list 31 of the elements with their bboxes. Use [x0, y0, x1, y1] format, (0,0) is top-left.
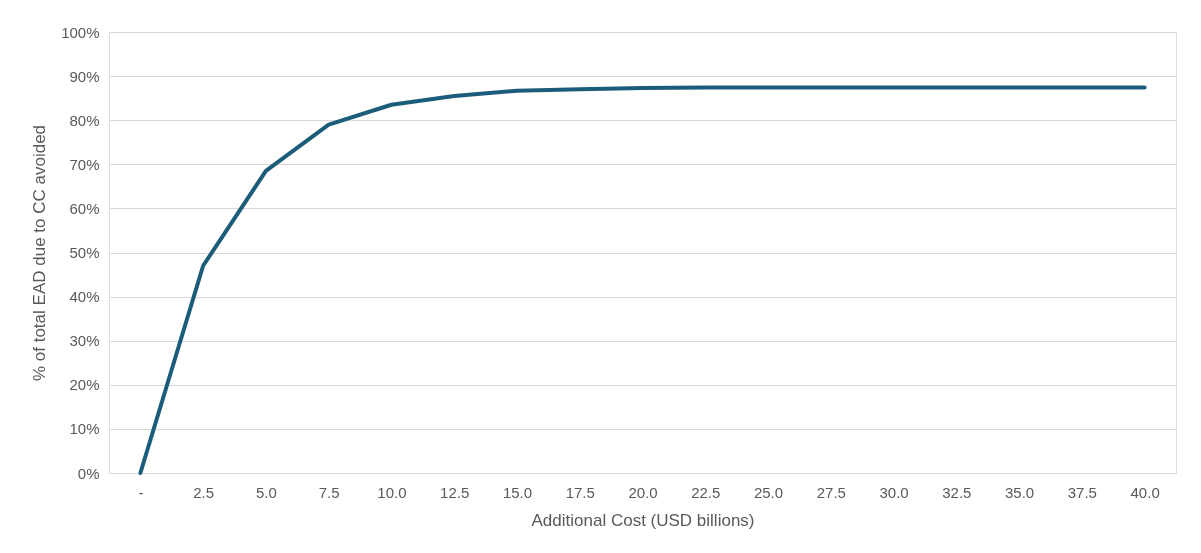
x-tick-label: 25.0: [753, 483, 784, 501]
x-tick-label: -: [138, 483, 144, 501]
x-tick-label: 35.0: [1004, 483, 1035, 501]
x-tick-label: 17.5: [565, 483, 595, 501]
y-tick-label: 0%: [77, 464, 100, 482]
x-tick-label: 5.0: [255, 483, 277, 501]
y-tick-label: 40%: [69, 288, 100, 306]
y-tick-label: 10%: [69, 420, 100, 438]
x-axis-title: Additional Cost (USD billions): [531, 510, 755, 530]
x-tick-label: 15.0: [502, 483, 533, 501]
x-tick-label: 2.5: [193, 483, 215, 501]
x-tick-label: 37.5: [1067, 483, 1097, 501]
y-tick-label: 60%: [69, 199, 100, 217]
x-tick-label: 12.5: [440, 483, 470, 501]
y-tick-label: 20%: [69, 376, 100, 394]
y-tick-label: 100%: [61, 23, 100, 41]
y-tick-label: 30%: [69, 332, 100, 350]
y-tick-label: 90%: [69, 67, 100, 85]
y-axis-title: % of total EAD due to CC avoided: [30, 124, 50, 382]
x-tick-label: 7.5: [318, 483, 340, 501]
x-tick-label: 32.5: [942, 483, 972, 501]
y-tick-label: 80%: [69, 111, 100, 129]
x-tick-label: 27.5: [816, 483, 846, 501]
x-tick-label: 10.0: [377, 483, 407, 501]
y-tick-label: 50%: [69, 244, 100, 261]
line-series: [138, 85, 1147, 475]
x-tick-label: 22.5: [691, 483, 721, 501]
x-tick-label: 40.0: [1130, 483, 1160, 501]
y-tick-label: 70%: [69, 155, 100, 173]
x-tick-label: 30.0: [879, 483, 909, 501]
x-tick-label: 20.0: [628, 483, 658, 501]
